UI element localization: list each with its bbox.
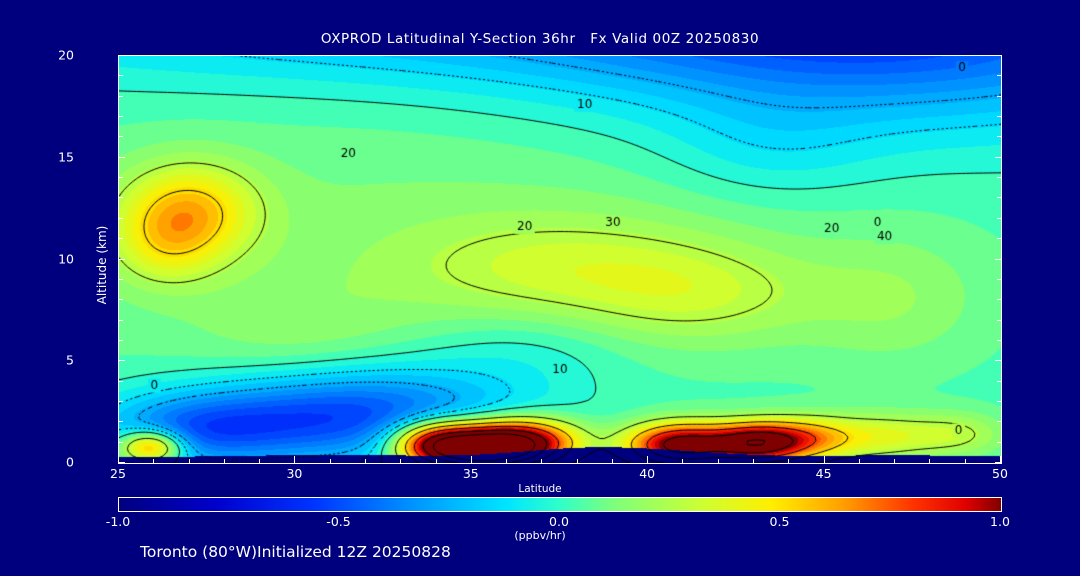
x-tick-label: 40 (639, 466, 656, 481)
y-minor-tick (119, 238, 123, 240)
y-minor-tick (997, 95, 1001, 97)
x-tick-label: 50 (992, 466, 1008, 481)
y-minor-tick (119, 177, 123, 179)
colorbar-tick-label: 0.5 (769, 514, 790, 529)
x-tick-mark (647, 456, 649, 463)
x-tick-mark (294, 456, 296, 463)
y-minor-tick (997, 421, 1001, 423)
colorbar (118, 497, 1002, 512)
y-minor-tick (997, 55, 1001, 56)
colorbar-gradient (119, 498, 1001, 511)
y-minor-tick (119, 156, 123, 158)
y-minor-tick (119, 360, 123, 362)
y-tick-label: 20 (58, 47, 74, 63)
y-minor-tick (119, 197, 123, 199)
x-tick-mark (470, 456, 472, 463)
colorbar-tick-label: -1.0 (105, 514, 131, 529)
x-tick-mark (823, 456, 825, 463)
y-tick-label: 15 (58, 149, 74, 165)
colorbar-unit-label: (ppbv/hr) (514, 529, 566, 542)
y-minor-tick (997, 116, 1001, 118)
y-minor-tick (997, 136, 1001, 138)
y-minor-tick (119, 116, 123, 118)
x-tick-mark (541, 459, 543, 463)
y-minor-tick (997, 177, 1001, 179)
y-minor-tick (997, 360, 1001, 362)
y-minor-tick (997, 217, 1001, 219)
y-minor-tick (997, 197, 1001, 199)
y-tick-label: 5 (66, 352, 74, 368)
colorbar-tick-label: 0.0 (549, 514, 569, 529)
chart-title: OXPROD Latitudinal Y-Section 36hr Fx Val… (320, 31, 760, 47)
colorbar-tick-label: -0.5 (326, 514, 351, 529)
y-minor-tick (119, 441, 123, 443)
x-tick-label: 35 (462, 466, 479, 481)
y-minor-tick (119, 319, 123, 321)
x-tick-mark (435, 459, 437, 463)
x-tick-mark (118, 456, 119, 463)
x-tick-mark (717, 459, 719, 463)
x-tick-mark (929, 459, 931, 463)
y-minor-tick (119, 400, 123, 402)
y-minor-tick (997, 299, 1001, 301)
y-minor-tick (119, 299, 123, 301)
y-minor-tick (997, 339, 1001, 341)
y-tick-label: 10 (58, 251, 74, 266)
y-minor-tick (119, 278, 123, 280)
y-minor-tick (119, 339, 123, 341)
x-axis-label: Latitude (518, 483, 562, 495)
plot-area (118, 55, 1002, 464)
x-tick-mark (400, 459, 402, 463)
x-tick-mark (364, 459, 366, 463)
y-tick-label: 0 (66, 454, 74, 470)
footer-caption: Toronto (80°W)Initialized 12Z 20250828 (140, 543, 451, 561)
y-minor-tick (997, 441, 1001, 443)
y-minor-tick (119, 95, 123, 97)
y-minor-tick (119, 75, 123, 77)
y-minor-tick (997, 400, 1001, 402)
y-minor-tick (997, 156, 1001, 158)
x-tick-mark (259, 459, 261, 463)
x-tick-mark (223, 459, 225, 463)
y-minor-tick (997, 258, 1001, 260)
y-minor-tick (997, 380, 1001, 382)
x-tick-label: 30 (286, 466, 303, 481)
x-tick-label: 25 (110, 466, 126, 481)
y-minor-tick (997, 238, 1001, 240)
y-minor-tick (997, 319, 1001, 321)
y-minor-tick (997, 462, 1001, 463)
y-minor-tick (119, 136, 123, 138)
x-tick-mark (188, 459, 190, 463)
x-tick-mark (1000, 456, 1001, 463)
y-minor-tick (119, 258, 123, 260)
y-axis-label: Altitude (km) (95, 225, 109, 305)
x-tick-mark (858, 459, 860, 463)
y-minor-tick (119, 217, 123, 219)
x-tick-mark (329, 459, 331, 463)
x-tick-mark (964, 459, 966, 463)
x-tick-mark (894, 459, 896, 463)
y-minor-tick (119, 380, 123, 382)
heatmap-canvas (119, 56, 1001, 463)
y-minor-tick (997, 75, 1001, 77)
x-tick-mark (611, 459, 613, 463)
y-minor-tick (119, 55, 123, 56)
x-tick-mark (753, 459, 755, 463)
x-tick-mark (576, 459, 578, 463)
x-tick-label: 45 (815, 466, 832, 481)
x-tick-mark (153, 459, 155, 463)
colorbar-tick-label: 1.0 (990, 514, 1010, 529)
y-minor-tick (119, 462, 123, 463)
y-minor-tick (997, 278, 1001, 280)
x-tick-mark (682, 459, 684, 463)
x-tick-mark (506, 459, 508, 463)
x-tick-mark (788, 459, 790, 463)
y-minor-tick (119, 421, 123, 423)
